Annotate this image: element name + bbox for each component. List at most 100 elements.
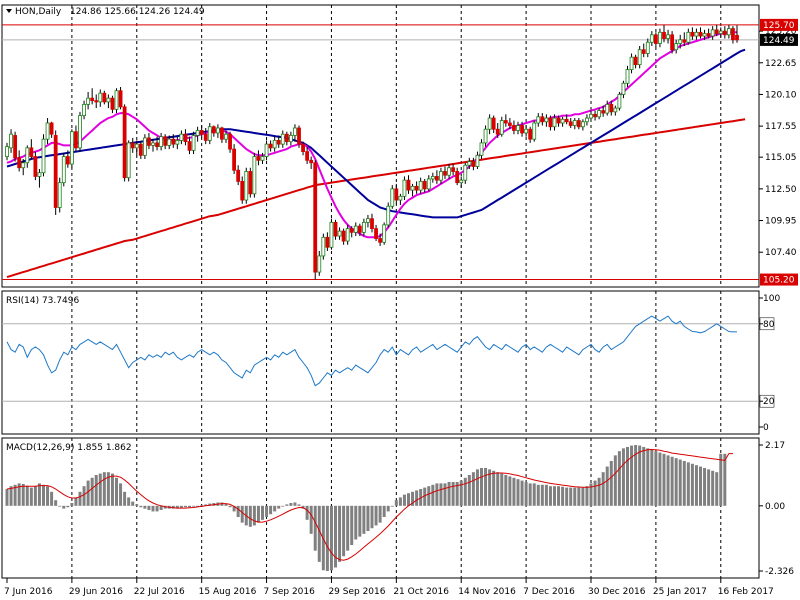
candle — [317, 250, 322, 276]
macd-histogram-bar — [366, 505, 370, 532]
rsi-pane[interactable]: 100 80 20 0 RSI(14) 73.7496 — [1, 290, 780, 435]
dropdown-triangle-icon[interactable] — [6, 9, 12, 13]
rsi-pane-frame — [1, 290, 760, 435]
candle — [256, 150, 261, 166]
candle — [718, 27, 723, 38]
candle — [641, 43, 646, 58]
candle-body — [653, 34, 658, 44]
candle-body — [390, 188, 395, 207]
candle-body — [220, 127, 224, 140]
candle-body — [33, 156, 38, 177]
macd-histogram-bar — [638, 445, 642, 506]
candle-body — [353, 225, 358, 233]
macd-histogram-bar — [224, 503, 228, 506]
candle — [130, 137, 135, 153]
macd-histogram-bar — [94, 474, 98, 506]
candle-body — [378, 238, 383, 243]
rsi-line — [6, 315, 737, 387]
candle — [617, 91, 622, 111]
candle-body — [248, 171, 253, 195]
macd-histogram-bar — [459, 480, 463, 506]
macd-histogram-bar — [573, 487, 577, 506]
candle-body — [714, 29, 719, 34]
macd-histogram-bar — [289, 503, 293, 506]
candle-body — [142, 137, 147, 156]
candle-body — [13, 135, 18, 159]
candle-body — [402, 179, 407, 197]
macd-tick-label: -2.326 — [765, 567, 794, 577]
candle — [576, 118, 581, 130]
candle-body — [199, 130, 204, 135]
candle-body — [564, 118, 569, 123]
candle — [305, 146, 310, 165]
candle — [65, 150, 70, 168]
candle — [714, 24, 719, 37]
candle-body — [126, 142, 131, 179]
candle-body — [57, 182, 62, 208]
macd-histogram-bar — [605, 466, 609, 506]
candle — [25, 145, 30, 168]
candle — [41, 134, 46, 177]
macd-histogram-bar — [431, 484, 435, 506]
candle — [118, 86, 123, 110]
macd-histogram-bar — [650, 449, 654, 506]
candle-body — [414, 185, 419, 191]
candle-body — [426, 178, 431, 190]
candle-body — [69, 131, 74, 165]
macd-histogram-bar — [115, 477, 118, 506]
candle — [61, 152, 66, 187]
macd-histogram-bar — [475, 469, 479, 506]
candle-body — [74, 131, 78, 149]
macd-histogram — [5, 445, 727, 571]
candle — [601, 105, 606, 117]
macd-histogram-bar — [50, 491, 54, 506]
candle — [430, 172, 435, 183]
candle — [625, 65, 630, 87]
candle-body — [459, 179, 464, 184]
candle-body — [718, 30, 723, 34]
price-tick-label: 122.65 — [765, 59, 797, 69]
candle-body — [455, 171, 460, 184]
candle — [467, 157, 472, 169]
candle — [341, 228, 346, 245]
price-tick-label: 109.95 — [765, 217, 797, 227]
macd-histogram-bar — [601, 472, 605, 506]
candle-body — [349, 228, 354, 233]
macd-pane[interactable]: 2.17 0.00 -2.326 MACD(12,26,9) 1.855 1.862 — [1, 437, 794, 579]
macd-histogram-bar — [358, 505, 362, 537]
candle — [29, 139, 34, 160]
ohlc-values: 124.86 125.66 124.26 124.49 — [70, 7, 205, 17]
macd-histogram-bar — [593, 480, 597, 506]
candle — [280, 130, 285, 148]
rsi-tick-label: 100 — [763, 294, 780, 304]
candle — [694, 28, 699, 40]
macd-histogram-bar — [188, 505, 191, 508]
macd-histogram-bar — [512, 477, 516, 506]
macd-histogram-bar — [707, 469, 711, 506]
macd-histogram-bar — [159, 505, 163, 511]
moving-average-line — [6, 118, 746, 279]
candle-body — [589, 113, 593, 119]
candle-body — [678, 39, 683, 44]
price-pane[interactable]: 125.20 122.65 120.10 117.55 115.05 112.50 109.… — [1, 4, 798, 288]
candle-body — [572, 120, 577, 126]
macd-histogram-bar — [297, 504, 301, 506]
candle — [276, 135, 281, 148]
candle-body — [25, 147, 30, 164]
macd-histogram-bar — [123, 491, 127, 506]
candle — [167, 135, 172, 150]
macd-histogram-bar — [402, 494, 406, 506]
candle-body — [94, 100, 99, 103]
candle — [370, 213, 374, 233]
macd-histogram-bar — [127, 497, 131, 506]
candle-body — [585, 117, 589, 123]
candle — [228, 131, 232, 153]
candle-body — [487, 117, 492, 130]
candle-body — [601, 110, 606, 114]
candle-body — [483, 128, 488, 144]
candle — [609, 100, 614, 116]
candle-body — [382, 224, 387, 243]
candle-body — [151, 142, 155, 146]
candle-body — [495, 128, 500, 135]
